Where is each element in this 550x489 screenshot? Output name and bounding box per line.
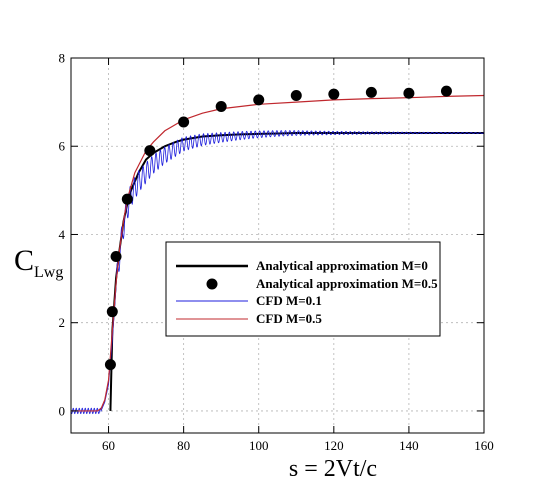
y-tick-label: 2 (59, 315, 66, 330)
ticks: 60 80 100 120 140 160 0 2 4 6 8 (59, 51, 494, 454)
data-point-analytical-approximation-m-0-5 (215, 101, 227, 113)
series-line-cfd-m-0-1 (70, 130, 484, 415)
x-tick-label: 160 (474, 438, 494, 453)
data-point-analytical-approximation-m-0-5 (144, 145, 156, 157)
plot-frame (70, 57, 485, 434)
y-axis-title: CLwg (14, 244, 63, 281)
legend-label-cfd-m05: CFD M=0.5 (256, 311, 322, 326)
x-tick-label: 80 (177, 438, 190, 453)
data-point-analytical-approximation-m-0-5 (110, 251, 122, 263)
data-point-analytical-approximation-m-0-5 (106, 306, 118, 318)
series-layer (70, 85, 485, 415)
y-axis-title-main: C (14, 244, 34, 277)
y-tick-label: 0 (59, 403, 66, 418)
legend-label-analytical-m05: Analytical approximation M=0.5 (256, 276, 438, 291)
data-point-analytical-approximation-m-0-5 (178, 116, 190, 128)
data-point-analytical-approximation-m-0-5 (121, 193, 133, 205)
data-point-analytical-approximation-m-0-5 (253, 94, 265, 106)
data-point-analytical-approximation-m-0-5 (290, 90, 302, 101)
y-tick-label: 6 (59, 139, 66, 154)
legend-swatch-analytical-m05 (206, 278, 218, 290)
data-point-analytical-approximation-m-0-5 (104, 359, 116, 371)
data-point-analytical-approximation-m-0-5 (328, 88, 340, 100)
x-tick-label: 100 (249, 438, 269, 453)
y-tick-label: 8 (59, 51, 66, 66)
legend-label-cfd-m01: CFD M=0.1 (256, 293, 322, 308)
legend-label-analytical-m0: Analytical approximation M=0 (256, 258, 428, 273)
x-axis-title: s = 2Vt/c (289, 456, 377, 482)
x-tick-label: 120 (324, 438, 344, 453)
y-axis-title-sub: Lwg (34, 264, 63, 281)
data-point-analytical-approximation-m-0-5 (365, 86, 377, 98)
data-point-analytical-approximation-m-0-5 (403, 87, 415, 99)
data-point-analytical-approximation-m-0-5 (440, 85, 452, 97)
y-tick-label: 4 (59, 227, 66, 242)
x-tick-label: 140 (399, 438, 419, 453)
legend: Analytical approximation M=0 Analytical … (165, 241, 441, 337)
x-tick-label: 60 (102, 438, 115, 453)
